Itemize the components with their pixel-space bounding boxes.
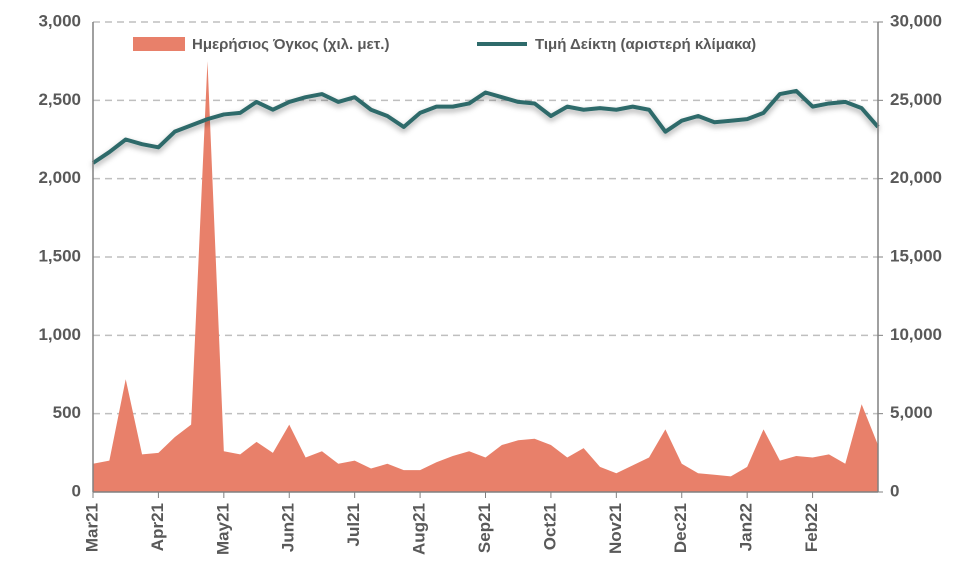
x-tick-label: Aug21: [410, 503, 429, 555]
y2-tick-label: 15,000: [890, 246, 942, 265]
y-tick-label: 2,000: [38, 168, 81, 187]
x-tick-label: Jul21: [344, 503, 363, 546]
x-tick-label: Dec21: [671, 503, 690, 553]
legend-label: Τιμή Δείκτη (αριστερή κλίμακα): [535, 36, 756, 53]
y2-tick-label: 25,000: [890, 90, 942, 109]
index-line: [91, 88, 880, 165]
x-tick-label: Sep21: [475, 503, 494, 553]
legend-swatch: [133, 37, 185, 51]
x-tick-label: Feb22: [802, 503, 821, 552]
x-tick-label: Jun21: [279, 503, 298, 552]
y2-tick-label: 5,000: [890, 403, 933, 422]
y-tick-label: 3,000: [38, 11, 81, 30]
x-tick-label: Jan22: [737, 503, 756, 551]
x-tick-label: Oct21: [540, 503, 559, 550]
y2-tick-label: 20,000: [890, 168, 942, 187]
y2-tick-label: 10,000: [890, 325, 942, 344]
y2-tick-label: 0: [890, 481, 899, 500]
x-tick-label: Apr21: [148, 503, 167, 551]
y-tick-label: 2,500: [38, 90, 81, 109]
legend-label: Ημερήσιος Όγκος (χιλ. μετ.): [192, 36, 389, 53]
x-tick-label: Mar21: [82, 503, 101, 552]
y-tick-label: 1,000: [38, 325, 81, 344]
x-tick-label: May21: [213, 503, 232, 555]
y2-tick-label: 30,000: [890, 11, 942, 30]
x-tick-label: Nov21: [606, 503, 625, 554]
y-tick-label: 1,500: [38, 246, 81, 265]
y-tick-label: 500: [53, 403, 81, 422]
y-tick-label: 0: [72, 481, 81, 500]
volume-area: [93, 61, 878, 493]
